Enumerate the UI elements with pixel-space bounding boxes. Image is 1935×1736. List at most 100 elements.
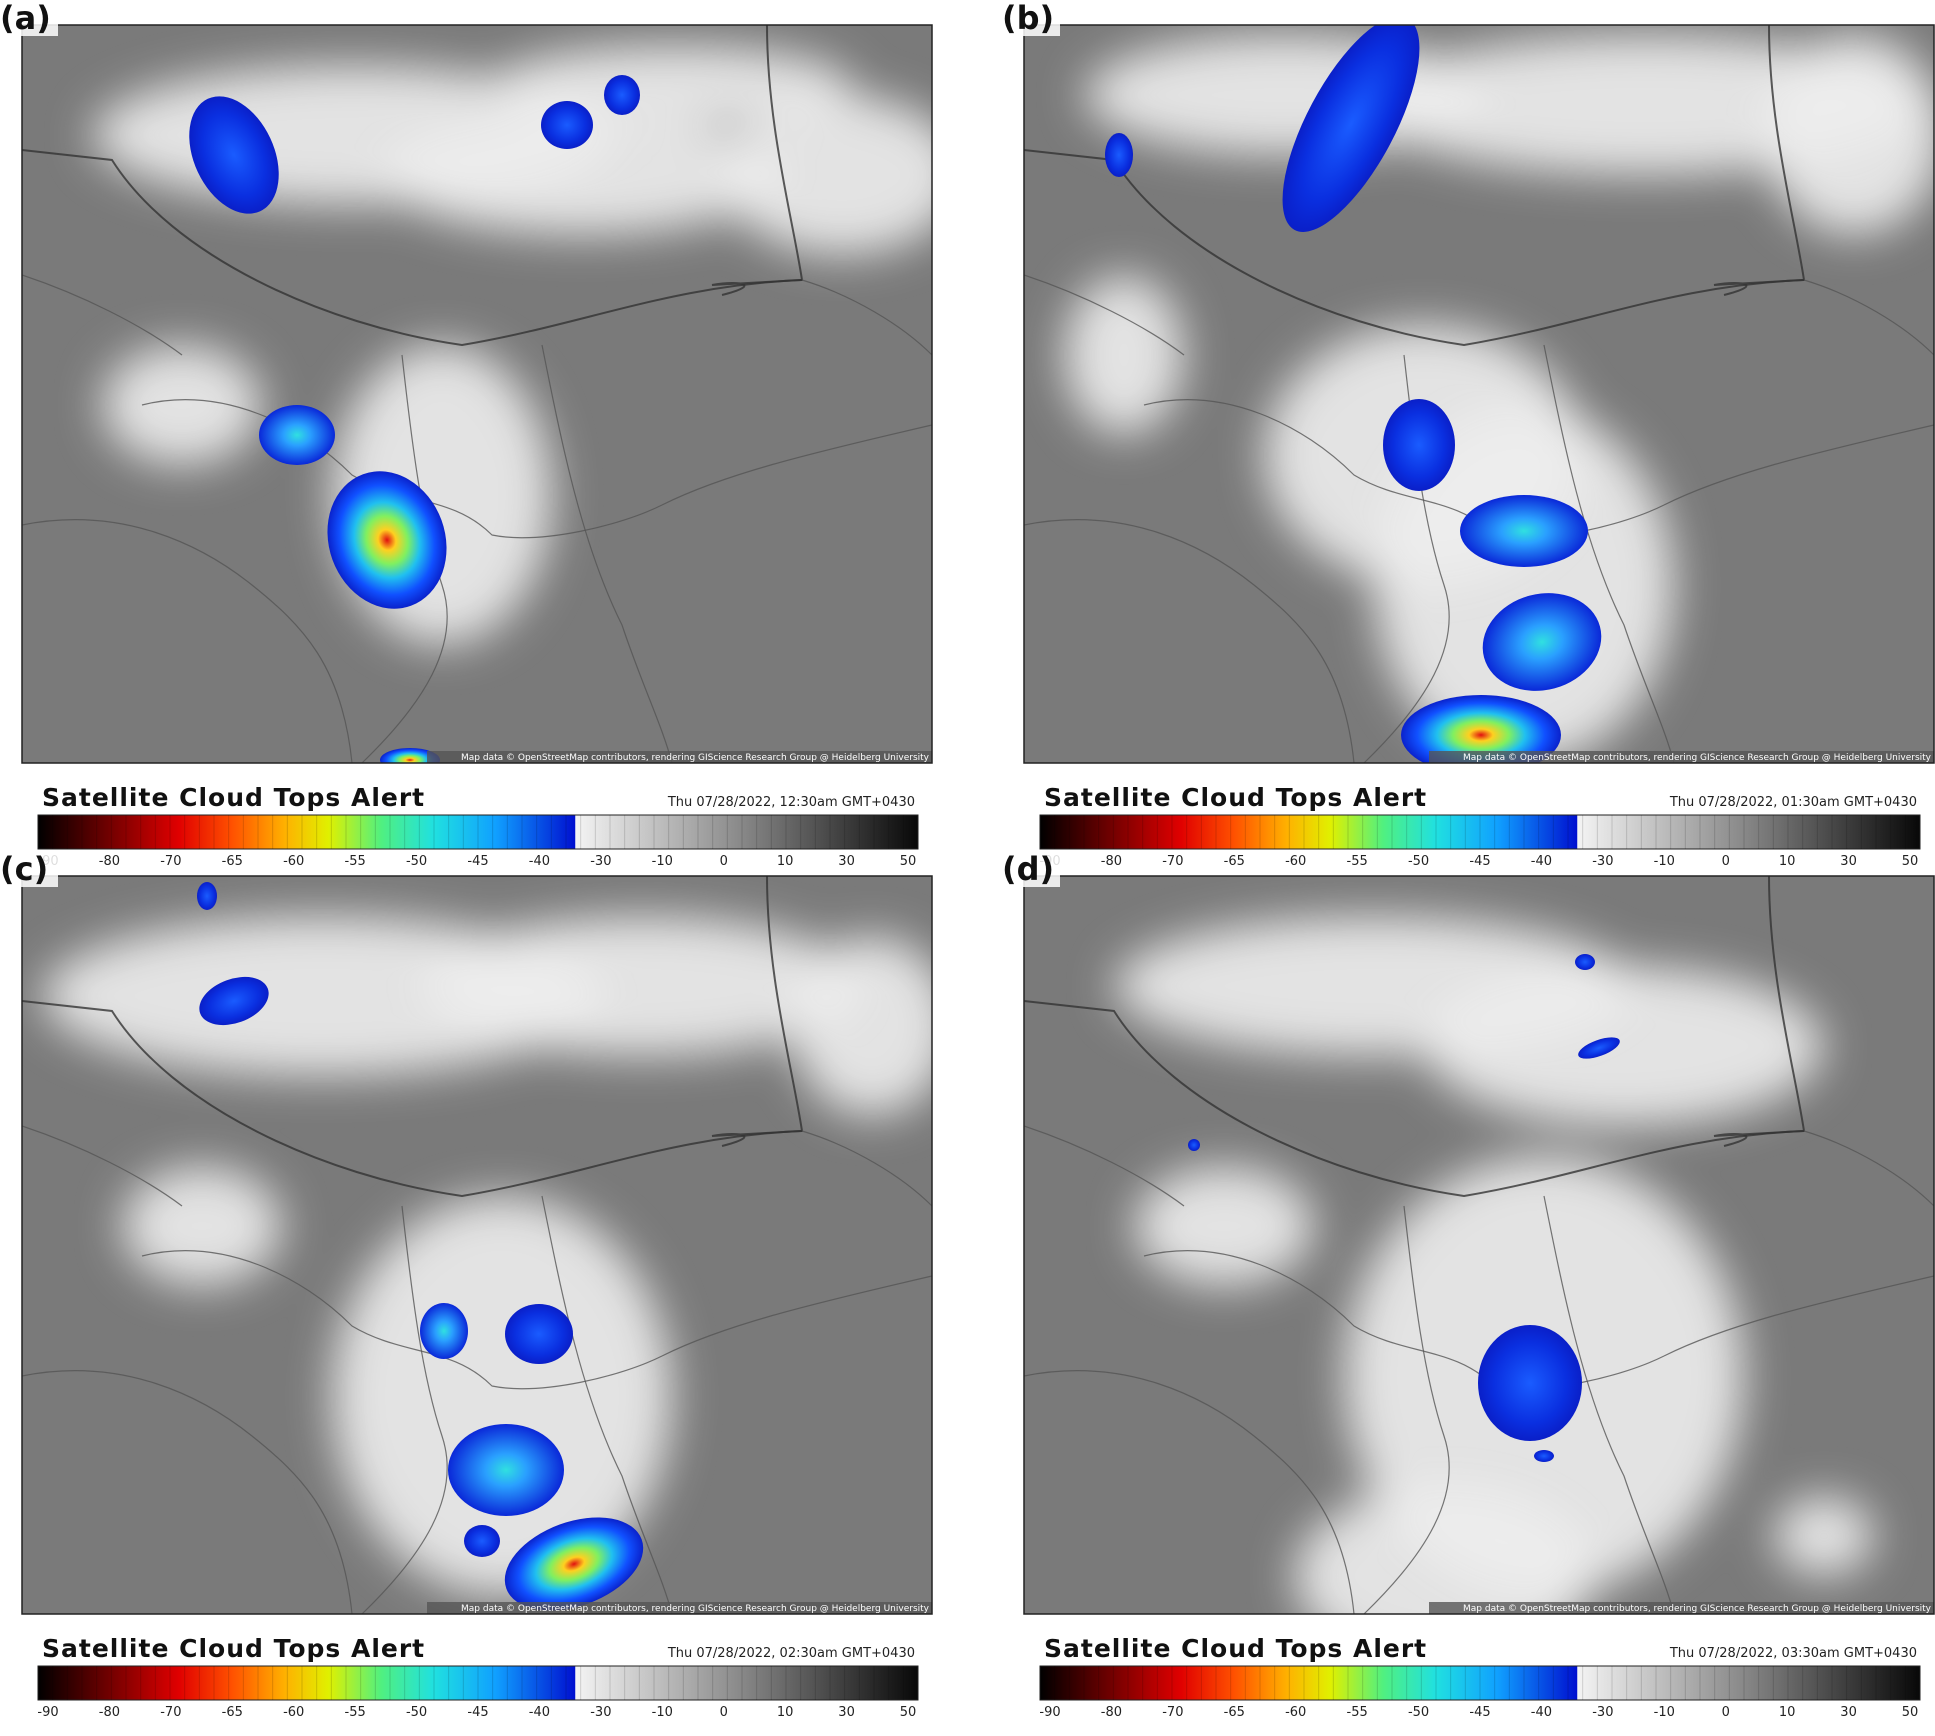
colorbar-label: -80 — [1101, 854, 1122, 869]
colorbar-label: -70 — [160, 1705, 181, 1720]
border-line — [1024, 1000, 1805, 1198]
map-frame — [1023, 875, 1935, 1615]
border-line — [1024, 519, 1355, 763]
panel: Map data © OpenStreetMap contributors, r… — [1002, 850, 1935, 1720]
border-line — [22, 1125, 183, 1207]
colorbar-label: -45 — [1469, 1705, 1490, 1720]
cloud — [1374, 405, 1674, 763]
colorbar-label: -90 — [1039, 1705, 1060, 1720]
border-line — [361, 1205, 448, 1614]
colorbar-label: 30 — [1840, 1705, 1857, 1720]
colorbar-label: -65 — [1224, 1705, 1245, 1720]
colorbar-label: -90 — [37, 1705, 58, 1720]
border-line — [1543, 344, 1675, 763]
colorbar-label: 10 — [777, 854, 794, 869]
colorbar-label: -50 — [406, 1705, 427, 1720]
border-line — [1024, 1125, 1185, 1207]
colorbar — [37, 814, 919, 850]
colorbar-label: -45 — [1469, 854, 1490, 869]
panel: Map data © OpenStreetMap contributors, r… — [1002, 0, 1935, 869]
border-line — [801, 279, 932, 356]
cloud — [1064, 275, 1184, 435]
storm-cell — [1460, 495, 1588, 567]
colorbar-label: 0 — [720, 1705, 728, 1720]
colorbar-label: -40 — [1531, 854, 1552, 869]
cloud — [1134, 1166, 1314, 1286]
storm-cell — [1105, 133, 1133, 177]
colorbar-label: 0 — [1722, 1705, 1730, 1720]
border-line — [22, 1000, 803, 1198]
colorbar-label: 10 — [1779, 1705, 1796, 1720]
border-line — [711, 25, 804, 296]
colorbar-label: -40 — [1531, 1705, 1552, 1720]
colorbar-label: 0 — [720, 854, 728, 869]
cloud — [102, 345, 262, 465]
colorbar-label: -80 — [99, 1705, 120, 1720]
storm-cell — [1575, 954, 1595, 970]
border-line — [22, 1370, 353, 1614]
satellite-map: Map data © OpenStreetMap contributors, r… — [22, 25, 932, 763]
cloud — [492, 45, 852, 125]
colorbar-label: -65 — [222, 854, 243, 869]
border-line — [541, 1195, 673, 1614]
colorbar-label: -60 — [1285, 1705, 1306, 1720]
legend-title: Satellite Cloud Tops Alert — [1044, 1634, 1427, 1663]
label-bg — [0, 851, 58, 887]
storm-cell — [199, 976, 269, 1026]
cloud — [1424, 966, 1824, 1126]
colorbar-label: -10 — [652, 854, 673, 869]
satellite-map: Map data © OpenStreetMap contributors, r… — [22, 876, 932, 1614]
clouds — [42, 916, 932, 1596]
storm-cell — [604, 75, 640, 115]
attribution-bg — [1429, 1602, 1934, 1614]
timestamp: Thu 07/28/2022, 03:30am GMT+0430 — [1669, 1646, 1917, 1661]
clouds — [92, 45, 932, 645]
colorbar-label: 30 — [1840, 854, 1857, 869]
colorbar-label: 50 — [900, 1705, 917, 1720]
panel: Map data © OpenStreetMap contributors, r… — [0, 0, 933, 869]
colorbar-label: -55 — [1347, 854, 1368, 869]
cloud — [382, 115, 782, 235]
label-bg — [1002, 0, 1060, 36]
storm-cell — [420, 1303, 468, 1359]
border-line — [1543, 1195, 1675, 1614]
colorbar-label: -50 — [1408, 854, 1429, 869]
border-line — [661, 424, 932, 506]
colorbar-label: -30 — [1592, 854, 1613, 869]
cloud — [792, 936, 932, 1116]
border-line — [22, 274, 183, 356]
attribution-bg — [1429, 751, 1934, 763]
storm-cell — [1482, 593, 1602, 691]
colorbar-label: -30 — [590, 1705, 611, 1720]
storm-cell — [189, 96, 279, 214]
border-line — [22, 519, 353, 763]
colorbar-label: -45 — [467, 1705, 488, 1720]
panel: Map data © OpenStreetMap contributors, r… — [0, 850, 933, 1720]
colorbar-label: -10 — [652, 1705, 673, 1720]
colorbar-label: -40 — [529, 854, 550, 869]
label-bg — [0, 0, 58, 36]
panel-label: (d) — [1002, 850, 1054, 888]
colorbar-label: -55 — [1347, 1705, 1368, 1720]
timestamp: Thu 07/28/2022, 12:30am GMT+0430 — [667, 795, 915, 810]
cloud — [122, 1166, 282, 1286]
border-line — [1363, 1205, 1450, 1614]
colorbar-label: -50 — [406, 854, 427, 869]
colorbar-label: -30 — [590, 854, 611, 869]
colorbar-label: 30 — [838, 854, 855, 869]
map-frame — [21, 24, 933, 764]
storm-cell — [380, 748, 440, 763]
map-frame — [1023, 24, 1935, 764]
storm-cell — [541, 101, 593, 149]
border-line — [361, 354, 448, 763]
cloud — [1764, 35, 1934, 235]
border-line — [1663, 424, 1934, 506]
legend-title: Satellite Cloud Tops Alert — [42, 1634, 425, 1663]
colorbar-label: -80 — [99, 854, 120, 869]
colorbar-label: -70 — [160, 854, 181, 869]
attribution: Map data © OpenStreetMap contributors, r… — [1463, 1604, 1932, 1614]
colorbar-label: -60 — [1285, 854, 1306, 869]
border-line — [1803, 279, 1934, 356]
border-line — [1713, 876, 1806, 1147]
